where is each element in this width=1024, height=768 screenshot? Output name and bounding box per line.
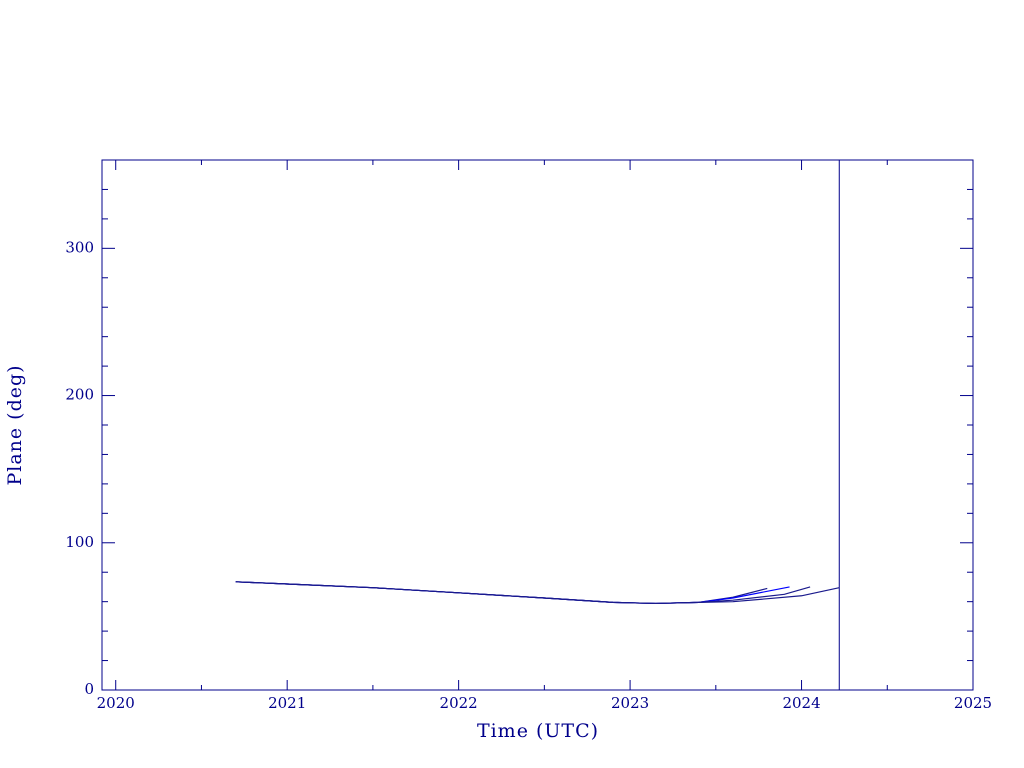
y-tick-label: 0 [84,680,94,698]
y-tick-label: 300 [65,238,94,256]
x-axis-label: Time (UTC) [477,720,599,742]
x-tick-label: 2024 [782,694,820,712]
y-tick-label: 100 [65,533,94,551]
x-tick-label: 2025 [954,694,992,712]
y-tick-label: 200 [65,386,94,404]
x-tick-label: 2023 [611,694,649,712]
y-axis-label: Plane (deg) [4,364,26,485]
plot-frame [101,159,974,691]
x-tick-label: 2021 [268,694,306,712]
x-tick-label: 2022 [440,694,478,712]
series-line [235,581,840,605]
x-tick-label: 2020 [97,694,135,712]
